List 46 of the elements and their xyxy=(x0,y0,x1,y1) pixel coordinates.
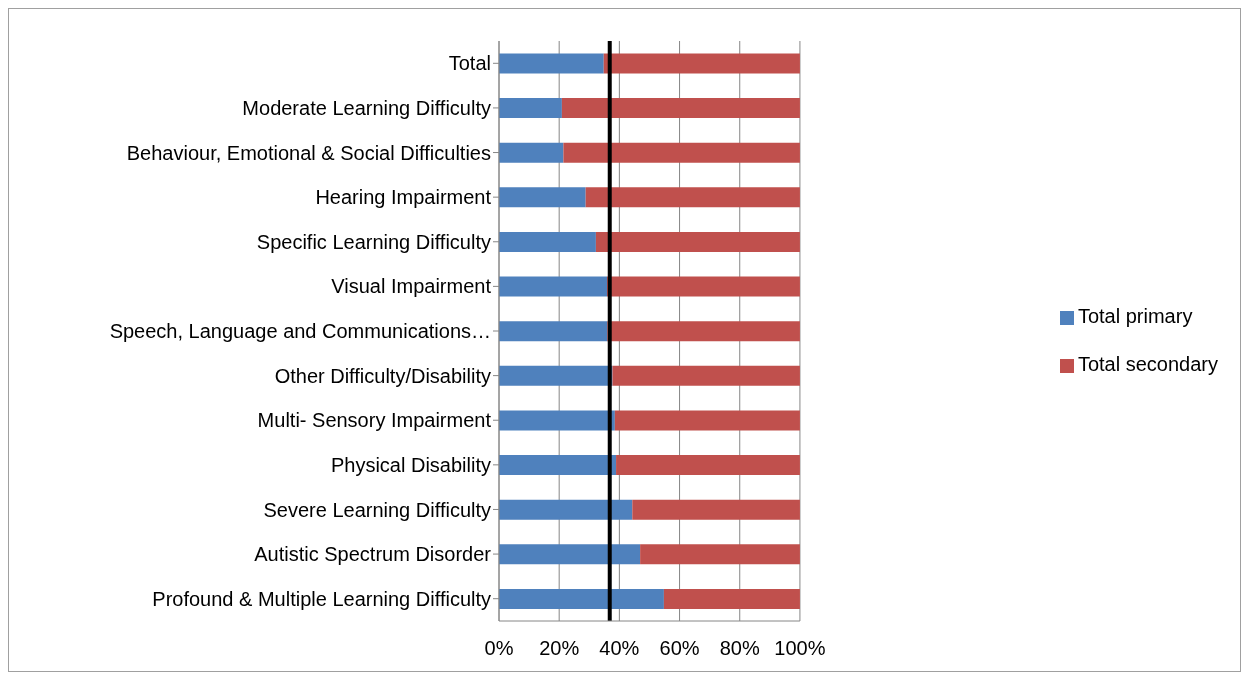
x-tick-label: 60% xyxy=(659,637,700,660)
bar xyxy=(607,276,800,297)
bar xyxy=(499,455,617,476)
bar xyxy=(499,276,608,297)
bar xyxy=(499,321,608,342)
bar xyxy=(632,499,800,520)
bar xyxy=(616,455,800,476)
x-tick-label: 20% xyxy=(539,637,580,660)
y-tick-label: Hearing Impairment xyxy=(315,186,492,209)
y-tick-label: Autistic Spectrum Disorder xyxy=(254,543,492,566)
y-tick-label: Behaviour, Emotional & Social Difficulties xyxy=(126,141,491,164)
legend-label: Total primary xyxy=(1077,305,1193,327)
y-tick-label: Moderate Learning Difficulty xyxy=(242,97,491,120)
bar xyxy=(499,588,664,609)
bar xyxy=(585,187,800,208)
y-tick-label: Other Difficulty/Disability xyxy=(274,364,491,387)
bar xyxy=(595,231,800,252)
y-tick-label: Speech, Language and Communications… xyxy=(109,320,491,343)
bar xyxy=(612,365,800,386)
bar xyxy=(499,142,564,163)
bar xyxy=(499,231,596,252)
y-tick-label: Severe Learning Difficulty xyxy=(263,498,491,521)
y-tick-label: Profound & Multiple Learning Difficulty xyxy=(152,587,491,610)
bar xyxy=(499,187,586,208)
x-tick-label: 40% xyxy=(599,637,640,660)
bar xyxy=(499,410,615,431)
y-tick-label: Multi- Sensory Impairment xyxy=(257,409,492,432)
y-tick-label: Physical Disability xyxy=(330,453,491,476)
bar xyxy=(499,53,604,74)
x-tick-label: 80% xyxy=(719,637,760,660)
y-tick-label: Total xyxy=(448,52,491,75)
bar xyxy=(614,410,800,431)
bar xyxy=(499,544,641,565)
y-tick-label: Specific Learning Difficulty xyxy=(256,230,491,253)
bar xyxy=(603,53,800,74)
bar xyxy=(663,588,800,609)
bar xyxy=(640,544,800,565)
bar xyxy=(607,321,800,342)
x-tick-label: 100% xyxy=(774,637,826,660)
bar xyxy=(561,98,800,119)
bar xyxy=(563,142,800,163)
bar xyxy=(499,499,633,520)
bar xyxy=(499,98,562,119)
y-tick-label: Visual Impairment xyxy=(331,275,492,298)
x-tick-label: 0% xyxy=(484,637,514,660)
legend-label: Total secondary xyxy=(1077,353,1218,375)
